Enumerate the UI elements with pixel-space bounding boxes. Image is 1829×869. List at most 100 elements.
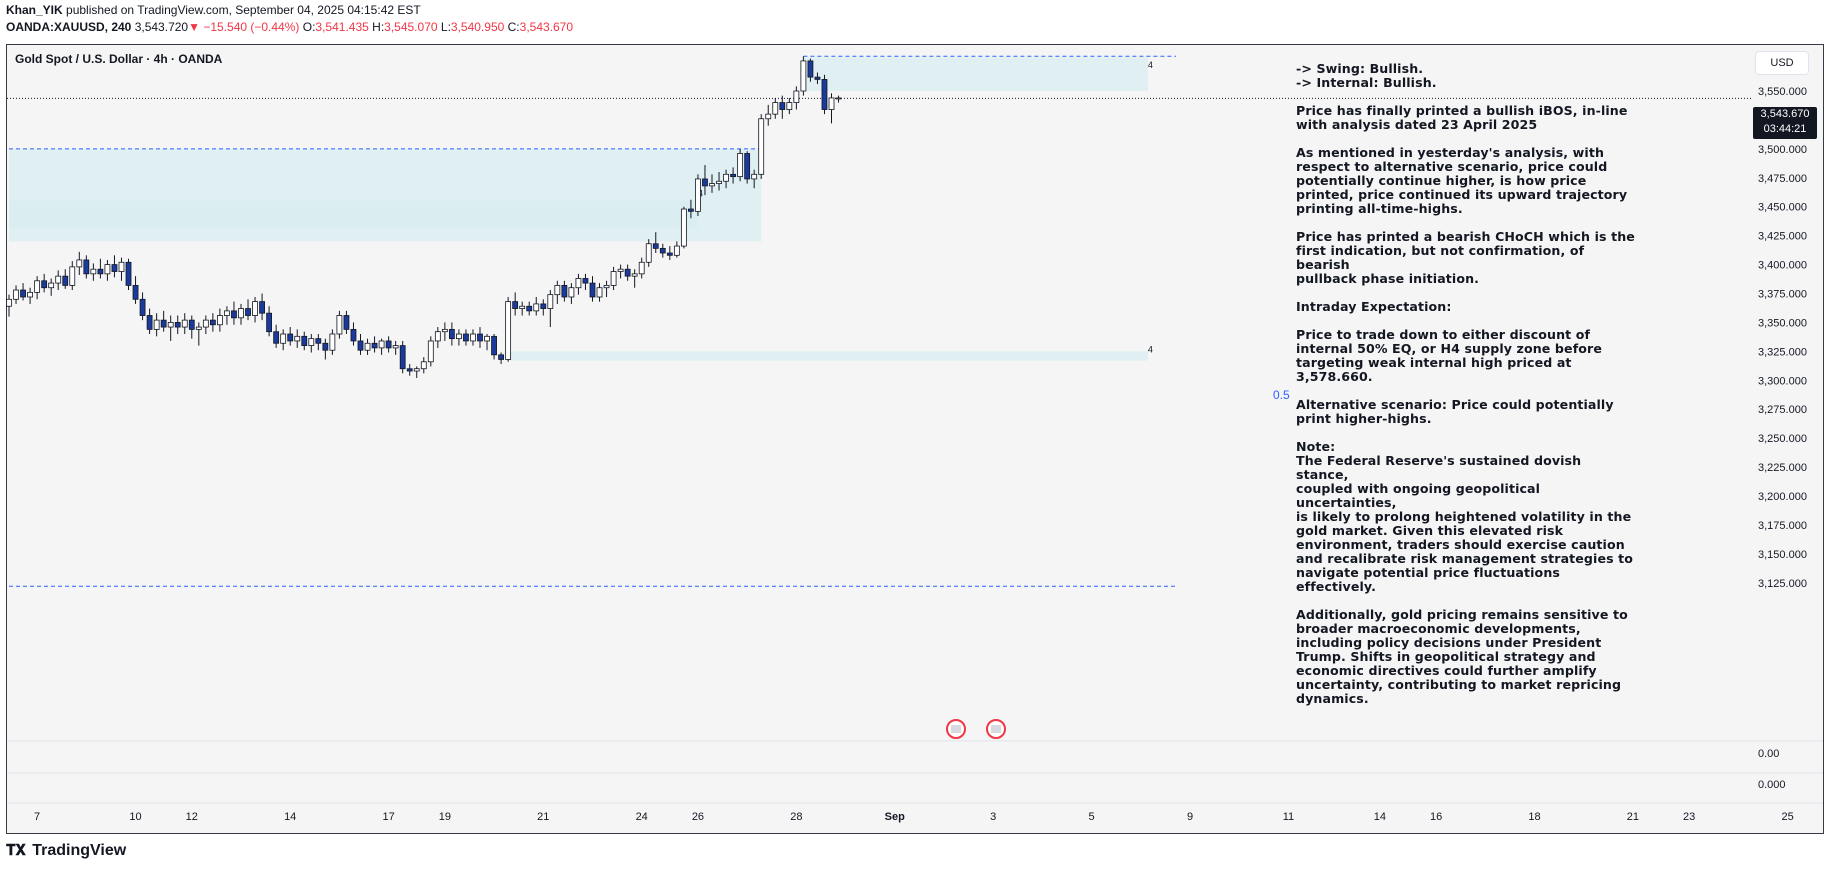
price-tick-label: 3,425.000 [1758,231,1807,243]
time-tick-label: 7 [34,811,40,823]
candle-body [55,275,62,284]
candle-body [702,178,708,187]
candle-body [814,76,821,80]
candle-body [132,285,139,300]
candle-body [688,208,694,212]
symbol-label: OANDA:XAUUSD, 240 [6,20,132,34]
candle-body [786,102,793,110]
candle-body [336,315,343,335]
candle-body [209,319,216,326]
candle-body [118,261,125,272]
candle-body [83,259,90,275]
candle-body [343,315,350,330]
price-tick-label: 3,350.000 [1758,317,1807,329]
zone-label: 4 [1148,60,1153,70]
candle-body [779,102,786,110]
candle-body [596,287,603,298]
price-tick-label: 3,150.000 [1758,549,1807,561]
candle-body [744,153,751,180]
analysis-paragraph: As mentioned in yesterday's analysis, wi… [1296,145,1628,216]
time-tick-label: 19 [439,811,451,823]
candle-body [6,298,12,307]
candle-body [174,322,181,328]
candle-body [582,278,589,284]
analysis-text: -> Swing: Bullish. -> Internal: Bullish.… [1296,62,1636,706]
zone-label: 4 [1148,345,1153,355]
analysis-paragraph: Note: The Federal Reserve's sustained do… [1296,439,1634,594]
ohlc-o-label: O: [302,20,316,34]
time-tick-label: 5 [1089,811,1095,823]
tradingview-logo-icon: 𝐓𝐗 [6,842,26,859]
time-tick-label: 9 [1187,811,1193,823]
candle-body [624,268,631,277]
last-price: 3,543.720 [134,20,189,34]
candle-body [315,338,322,344]
candle-body [758,118,765,175]
tradingview-logo[interactable]: 𝐓𝐗 TradingView [6,842,126,860]
time-tick-label: 25 [1781,811,1793,823]
analysis-paragraph: Price has finally printed a bullish iBOS… [1296,103,1628,132]
candle-body [730,173,736,178]
currency-button[interactable]: USD [1755,51,1809,75]
candle-body [413,368,420,372]
candle-body [238,308,244,319]
candle-body [765,113,772,120]
time-tick-label: 18 [1528,811,1540,823]
time-tick-label: Sep [885,811,905,823]
candle-body [723,173,729,182]
ohlc-l-value: 3,540.950 [450,20,505,34]
candle-body [48,282,55,289]
candle-body [547,294,554,309]
candle-body [364,342,371,351]
candle-body [245,308,251,316]
candle-body [716,180,722,184]
time-tick-label: 11 [1283,811,1294,823]
current-price-tag: 3,543.670 03:44:21 [1753,107,1817,139]
time-tick-label: 12 [186,811,198,823]
candle-body [456,333,462,340]
candle-body [167,322,174,328]
current-price-value: 3,543.670 [1760,108,1810,120]
us-flag-icon [991,725,1001,733]
price-tick-label: 3,300.000 [1758,375,1807,387]
price-tick-label: 3,375.000 [1758,289,1807,301]
ohlc-h-label: H: [372,20,385,34]
ohlc-l-label: L: [440,20,451,34]
candle-body [34,280,41,293]
time-tick-label: 10 [129,811,141,823]
change-down-icon: ▼ [188,20,200,34]
candle-body [751,173,758,180]
us-flag-icon [951,725,961,733]
price-tick-label: 3,400.000 [1758,260,1807,272]
candle-body [252,301,258,316]
candle-body [329,333,336,351]
time-tick-label: 3 [990,811,996,823]
analysis-paragraph: Alternative scenario: Price could potent… [1296,397,1614,426]
candle-body [420,361,427,370]
price-tick-label: 3,275.000 [1758,404,1807,416]
price-tick-label: 3,225.000 [1758,462,1807,474]
candle-body [448,328,455,340]
time-tick-label: 14 [284,811,296,823]
candle-body [392,345,399,349]
candle-body [224,310,230,316]
candle-body [498,354,505,360]
price-tick-label: 3,250.000 [1758,433,1807,445]
candle-body [273,331,280,344]
candle-body [680,208,687,247]
candle-body [526,305,533,312]
author-name[interactable]: Khan_YIK [6,3,63,17]
fib-level-label: 0.5 [1273,388,1290,402]
candle-body [610,271,617,286]
candle-body [287,333,294,342]
candle-body [406,368,413,372]
candle-body [111,264,118,272]
candle-body [772,102,779,115]
candle-body [20,289,26,298]
time-tick-label: 21 [537,811,549,823]
time-tick-label: 24 [636,811,648,823]
candle-body [357,340,364,351]
ohlc-c-value: 3,543.670 [519,20,574,34]
ohlc-h-value: 3,545.070 [384,20,438,34]
